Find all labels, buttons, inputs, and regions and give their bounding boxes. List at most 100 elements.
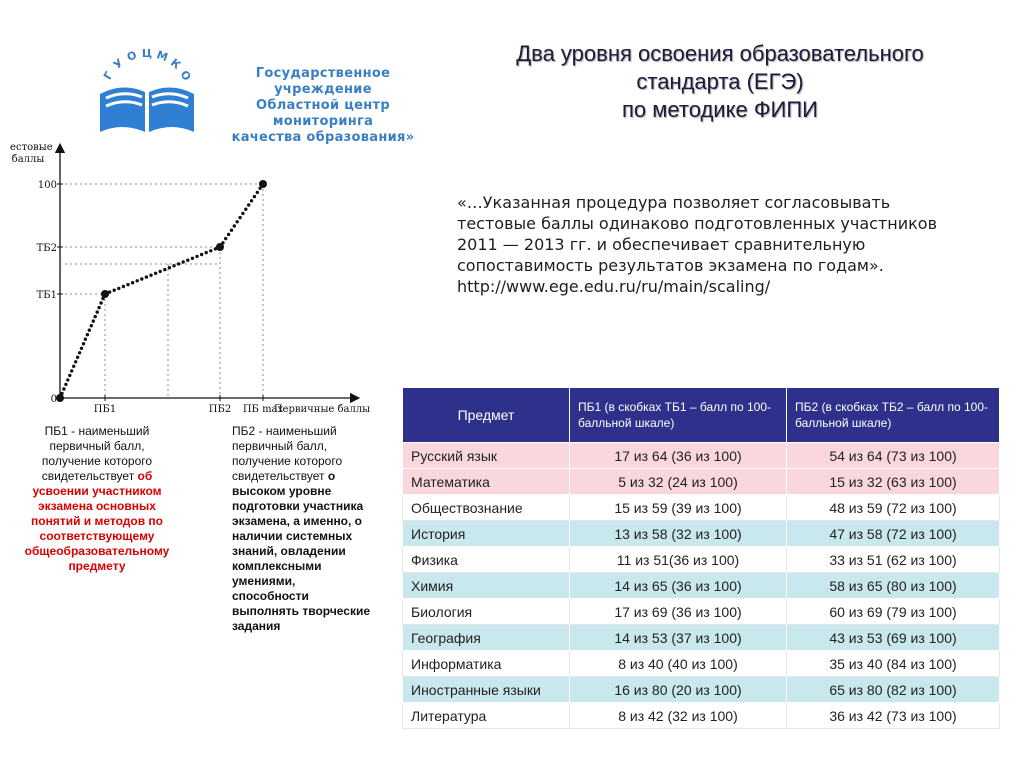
line-dot — [75, 355, 80, 359]
header-subject: Предмет — [402, 387, 570, 443]
table-row: Русский язык 17 из 64 (36 из 100) 54 из 64… — [402, 442, 1000, 469]
pb1-cell: 8 из 42 (32 из 100) — [569, 702, 787, 729]
y-tick-label: ТБ2 — [37, 243, 57, 254]
org-line: Областной центр мониторинга — [256, 98, 390, 129]
subject-cell: Русский язык — [402, 442, 570, 469]
pb1-caption-intro: ПБ1 - наименьший первичный балл, получен… — [41, 424, 153, 483]
line-dot — [232, 224, 236, 228]
line-dot — [68, 373, 72, 378]
title-line: Два уровня освоения образовательного — [516, 41, 924, 66]
pb1-cell: 13 из 58 (32 из 100) — [569, 520, 787, 547]
subject-cell: Обществознание — [402, 494, 570, 521]
x-tick-label: ПБ1 — [94, 404, 116, 415]
line-dot — [255, 190, 259, 195]
line-dot — [247, 203, 251, 207]
table-row: Информатика 8 из 40 (40 из 100) 35 из 40 (… — [402, 650, 1000, 677]
line-dot — [144, 275, 149, 279]
line-dot — [89, 324, 94, 328]
line-dot — [130, 281, 135, 285]
org-line: Государственное учреждение — [255, 66, 391, 97]
line-dot — [112, 288, 116, 292]
line-dot — [87, 328, 92, 332]
subject-cell: Литература — [402, 702, 570, 729]
quote-block: «…Указанная процедура позволяет согласов… — [457, 192, 977, 297]
line-dot — [153, 271, 158, 275]
line-dot — [181, 260, 185, 264]
quote-line: 2011 — 2013 гг. и обеспечивает сравнител… — [457, 235, 866, 254]
pb2-cell: 65 из 80 (82 из 100) — [786, 676, 1000, 703]
pb2-cell: 35 из 40 (84 из 100) — [786, 650, 1000, 677]
pb2-cell: 60 из 69 (79 из 100) — [786, 598, 1000, 625]
line-dot — [249, 199, 254, 203]
line-dot — [186, 258, 190, 262]
table-row: Физика 11 из 51(36 из 100) 33 из 51 (62 из… — [402, 546, 1000, 573]
pb2-cell: 33 из 51 (62 из 100) — [786, 546, 1000, 573]
pb2-cell: 54 из 64 (73 из 100) — [786, 442, 1000, 469]
line-dot — [95, 310, 99, 314]
quote-line: «…Указанная процедура позволяет согласов… — [457, 193, 891, 212]
y-axis-title-line: баллы — [12, 154, 45, 165]
line-dot — [252, 194, 257, 199]
title-line: по методике ФИПИ — [622, 97, 818, 122]
logo-letter: Ц — [142, 47, 152, 60]
series-line — [56, 180, 267, 402]
line-dot — [83, 337, 88, 341]
line-dot — [117, 286, 121, 291]
book-icon — [100, 87, 194, 132]
guide-lines — [60, 183, 264, 398]
scores-table: Предмет ПБ1 (в скобках ТБ1 – балл по 100… — [402, 387, 1000, 729]
pb2-cell: 15 из 32 (63 из 100) — [786, 468, 1000, 495]
line-dot — [149, 273, 153, 277]
line-dot — [66, 378, 70, 382]
line-dot — [244, 207, 248, 211]
org-line: качества образования» — [231, 130, 415, 145]
line-dot — [79, 346, 84, 350]
pb1-cell: 17 из 64 (36 из 100) — [569, 442, 787, 469]
subject-cell: История — [402, 520, 570, 547]
line-dot — [135, 279, 139, 283]
pb1-cell: 16 из 80 (20 из 100) — [569, 676, 787, 703]
subject-cell: Иностранные языки — [402, 676, 570, 703]
logo-letter: К — [168, 56, 183, 72]
pb1-cell: 14 из 53 (37 из 100) — [569, 624, 787, 651]
pb2-cell: 58 из 65 (80 из 100) — [786, 572, 1000, 599]
line-dot — [77, 351, 82, 355]
header-pb1: ПБ1 (в скобках ТБ1 – балл по 100-балльно… — [569, 387, 787, 443]
quote-source-link[interactable]: http://www.ege.edu.ru/ru/main/scaling/ — [457, 277, 771, 296]
table-row: Иностранные языки 16 из 80 (20 из 100) 65 … — [402, 676, 1000, 703]
line-dot — [167, 266, 172, 270]
quote-line: сопоставимость результатов экзамена по г… — [457, 256, 884, 275]
organization-name: Государственное учреждение Областной цен… — [208, 66, 438, 146]
line-dot — [176, 262, 181, 266]
logo: ГУ О Ц МКО — [100, 47, 194, 132]
quote-line: тестовые баллы одинаково подготовленных … — [457, 214, 937, 233]
line-dot — [235, 220, 239, 224]
pb1-cell: 11 из 51(36 из 100) — [569, 546, 787, 573]
x-axis-title: Первичные баллы — [274, 404, 370, 415]
data-point — [216, 243, 224, 251]
table-row: Химия 14 из 65 (36 из 100) 58 из 65 (80 из… — [402, 572, 1000, 599]
line-dot — [64, 382, 68, 387]
line-dot — [241, 211, 245, 216]
line-dot — [140, 277, 144, 281]
table-header-row: Предмет ПБ1 (в скобках ТБ1 – балл по 100… — [402, 387, 1000, 443]
table-row: Литература 8 из 42 (32 из 100) 36 из 42 (7… — [402, 702, 1000, 729]
subject-cell: Информатика — [402, 650, 570, 677]
pb2-cell: 47 из 58 (72 из 100) — [786, 520, 1000, 547]
pb2-cell: 43 из 53 (69 из 100) — [786, 624, 1000, 651]
table-body: Русский язык 17 из 64 (36 из 100) 54 из 64… — [402, 442, 1000, 729]
table-row: Обществознание 15 из 59 (39 из 100) 48 из … — [402, 494, 1000, 521]
y-tick-label: 100 — [38, 180, 57, 191]
scaling-chart: 100 ТБ2 ТБ1 0 ПБ1 ПБ2 ПБ max Тестовые баллы П… — [10, 142, 370, 415]
x-tick-label: ПБ max — [243, 404, 284, 415]
pb1-cell: 14 из 65 (36 из 100) — [569, 572, 787, 599]
y-tick-label: ТБ1 — [37, 290, 57, 301]
line-dot — [91, 319, 96, 323]
subject-cell: Химия — [402, 572, 570, 599]
data-point — [101, 290, 109, 298]
pb1-cell: 8 из 40 (40 из 100) — [569, 650, 787, 677]
line-dot — [172, 264, 176, 268]
subject-cell: Биология — [402, 598, 570, 625]
line-dot — [226, 232, 231, 237]
pb1-cell: 15 из 59 (39 из 100) — [569, 494, 787, 521]
